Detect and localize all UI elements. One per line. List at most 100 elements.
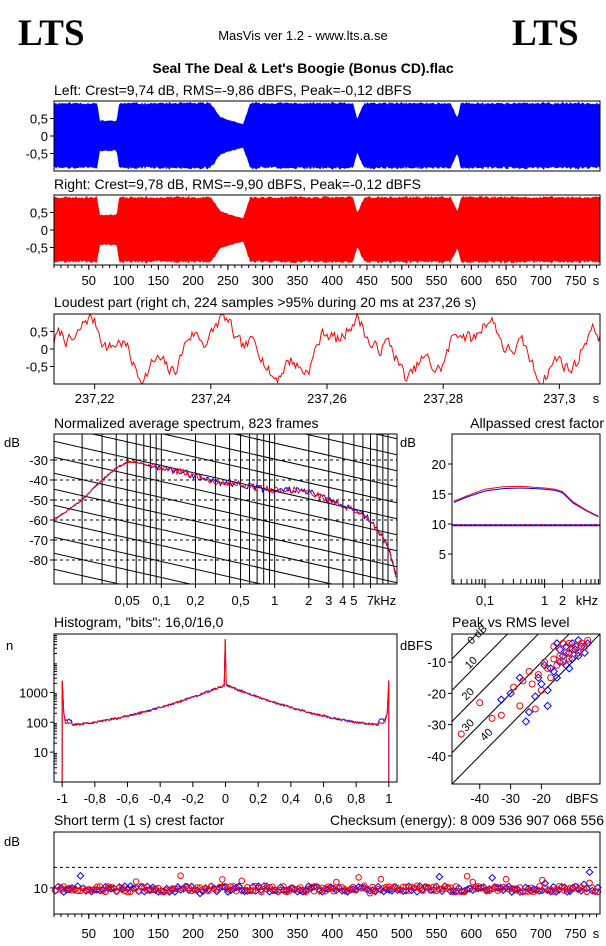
- peak-vs-rms-left-point: [561, 661, 571, 670]
- crest-factor-left-point: [541, 879, 550, 888]
- crest-factor-left-point: [79, 884, 88, 893]
- crest-factor-left-point: [120, 882, 129, 891]
- crest-factor-left-point: [87, 887, 96, 896]
- peak-vs-rms-left-point: [564, 664, 574, 673]
- crest-factor-right-point: [594, 888, 602, 895]
- peak-vs-rms-right-point: [497, 711, 505, 719]
- crest-factor-left-point: [488, 873, 497, 882]
- crest-factor-right-point: [124, 888, 132, 896]
- waveform-x-tick-label: 400: [321, 273, 343, 288]
- peak-vs-rms-left-point: [552, 673, 562, 683]
- crest-factor-right-point: [452, 883, 460, 890]
- loudest-part-x-tick-label: 237,3: [543, 391, 576, 406]
- peak-vs-rms-right-point: [547, 674, 555, 682]
- crest-factor-right-point: [500, 883, 507, 891]
- spectrum-x-tick-label: 2: [305, 593, 312, 608]
- peak-vs-rms-right-point: [476, 699, 484, 707]
- crest-factor-left-point: [438, 887, 447, 896]
- crest-factor-right-point: [102, 888, 109, 896]
- crest-factor-right-point: [333, 878, 340, 886]
- peak-vs-rms-right-point: [556, 652, 564, 660]
- allpassed-crest-y-tick-label: 20: [432, 457, 446, 472]
- histogram-right-line: [61, 639, 390, 782]
- crest-factor-x-tick-label: 250: [217, 926, 239, 941]
- crest-factor-y-label: dB: [4, 834, 20, 849]
- crest-factor-left-point: [552, 887, 561, 896]
- spectrum-title: Normalized average spectrum, 823 frames: [54, 415, 319, 431]
- peak-vs-rms-left-point: [521, 717, 531, 726]
- peak-vs-rms-left-point: [540, 661, 549, 670]
- peak-vs-rms-left-point: [543, 701, 552, 711]
- spectrum-slope-line: [54, 568, 122, 584]
- peak-vs-rms-right-point: [574, 649, 582, 657]
- crest-factor-right-point: [377, 875, 385, 883]
- histogram-x-tick-label: 0: [222, 791, 229, 806]
- peak-vs-rms-left-point: [577, 642, 586, 651]
- peak-vs-rms-y-label: dBFS: [400, 638, 433, 653]
- histogram-x-tick-label: -0,2: [182, 791, 204, 806]
- crest-factor-right-point: [483, 887, 490, 895]
- spectrum-slope-line: [54, 536, 264, 584]
- crest-factor-right-point: [193, 884, 201, 891]
- crest-factor-x-tick-label: 200: [182, 926, 204, 941]
- spectrum-slope-line: [4, 686, 447, 786]
- waveform-x-tick-label: 200: [182, 273, 204, 288]
- peak-vs-rms-diagonal: [452, 634, 540, 723]
- crest-factor-x-tick-label: 400: [321, 926, 343, 941]
- peak-vs-rms-left-point: [568, 654, 577, 664]
- crest-factor-left-point: [251, 886, 260, 895]
- spectrum-slope-line: [54, 552, 193, 584]
- peak-vs-rms-right-point: [544, 664, 552, 672]
- crest-factor-right: [52, 872, 602, 897]
- spectrum-slope-line: [232, 434, 397, 472]
- peak-vs-rms-left-point: [506, 689, 515, 698]
- peak-vs-rms-right-point: [581, 643, 589, 650]
- histogram-title: Histogram, "bits": 16,0/16,0: [54, 614, 224, 630]
- crest-factor-right-point: [246, 887, 254, 895]
- allpassed-crest-x-tick-label: 0,1: [476, 593, 494, 608]
- waveform-x-tick-label: 650: [495, 273, 517, 288]
- peak-vs-rms-y-tick-label: -40: [427, 749, 446, 764]
- crest-factor-right-point: [238, 877, 246, 885]
- spectrum-y-tick-label: -80: [29, 553, 48, 568]
- left-waveform-fill: [54, 102, 600, 170]
- crest-factor-right-point: [129, 884, 137, 892]
- crest-factor-right-point: [355, 874, 362, 881]
- spectrum-y-tick-label: -60: [29, 513, 48, 528]
- crest-factor-right-point: [444, 884, 451, 891]
- crest-factor-right-point: [266, 884, 273, 891]
- plots: 0,50-0,50,50-0,550 100 150 200 250 300 350 400 4…: [4, 100, 602, 941]
- spectrum-slope-line: [54, 440, 397, 520]
- crest-factor-left-point: [504, 882, 513, 891]
- peak-vs-rms-left-point: [580, 648, 589, 657]
- spectrum-slope-line: [54, 456, 397, 536]
- peak-vs-rms-right-point: [528, 680, 536, 688]
- crest-factor-left-point: [329, 884, 338, 893]
- crest-factor-right-point: [116, 884, 123, 891]
- waveform-x-tick-label: 50: [82, 273, 96, 288]
- spectrum-right-line: [53, 461, 397, 578]
- spectrum-x-tick-label: 0,5: [232, 593, 250, 608]
- spectrum-y-tick-label: -50: [29, 493, 48, 508]
- loudest-part-x-tick-label: 237,28: [423, 391, 463, 406]
- peak-vs-rms-left-point: [558, 651, 568, 661]
- crest-factor-right-point: [219, 876, 226, 883]
- waveform-x-tick-label: 350: [287, 273, 309, 288]
- peak-vs-rms-frame: [451, 633, 601, 785]
- crest-factor-right-point: [463, 873, 471, 880]
- crest-factor-x-tick-label: 600: [460, 926, 482, 941]
- histogram-y-label: n: [6, 638, 13, 653]
- crest-factor-right-point: [74, 887, 81, 895]
- crest-factor-right-point: [177, 872, 184, 880]
- crest-factor-left-point: [454, 884, 463, 893]
- checksum-annotation: Checksum (energy): 8 009 536 907 068 556: [330, 812, 604, 828]
- histogram-y-tick-label: 1000: [19, 685, 48, 700]
- crest-factor-right-point: [538, 876, 546, 884]
- peak-vs-rms-left-point: [543, 686, 552, 695]
- histogram-x-tick-label: -0,6: [116, 791, 138, 806]
- histogram-x-tick-label: -0,8: [84, 791, 106, 806]
- peak-vs-rms-left-point: [555, 645, 565, 654]
- crest-factor-y-tick-label: 10: [34, 881, 48, 896]
- spectrum-slope-line: [302, 434, 397, 456]
- peak-vs-rms-left-point: [524, 707, 534, 717]
